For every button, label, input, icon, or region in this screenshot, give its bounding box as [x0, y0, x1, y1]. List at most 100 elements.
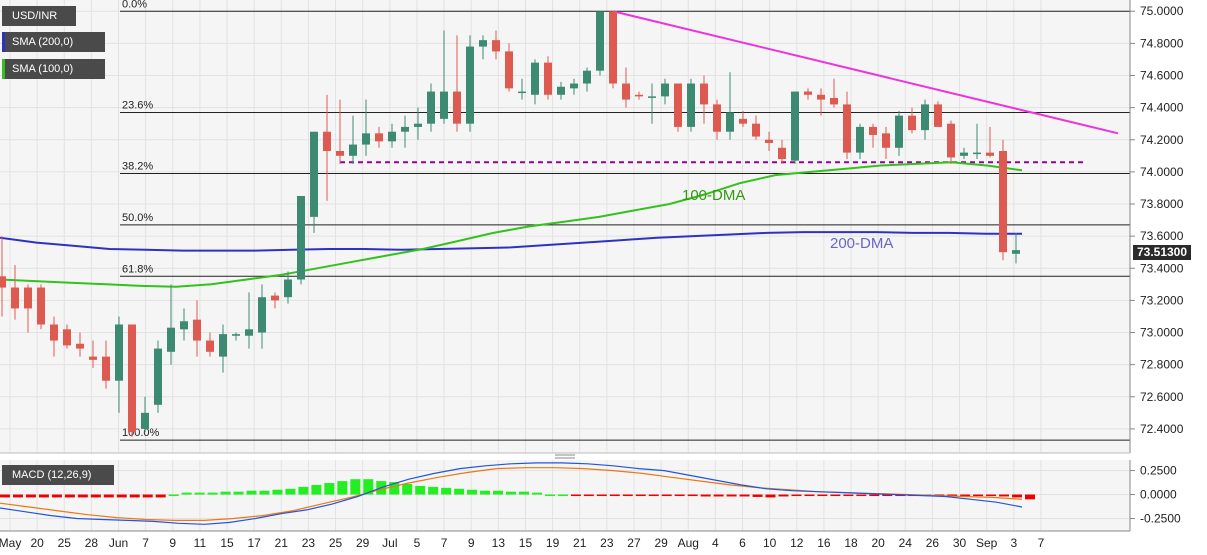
- candle-body: [544, 62, 552, 95]
- candle-body: [687, 83, 695, 127]
- fib-label: 0.0%: [122, 0, 147, 10]
- y-tick-label: 74.6000: [1140, 69, 1184, 83]
- candle-body: [453, 91, 461, 124]
- fib-label: 50.0%: [122, 212, 153, 224]
- macd-histogram-bar: [207, 492, 218, 495]
- legend-sma100: SMA (100,0): [2, 59, 105, 79]
- candle-body: [609, 11, 617, 84]
- candle-body: [258, 297, 266, 333]
- candle-body: [596, 11, 604, 71]
- macd-histogram-bar: [363, 479, 374, 495]
- legend-sma200-swatch: [2, 32, 5, 52]
- candle-body: [349, 144, 357, 156]
- candle-body: [375, 133, 383, 142]
- x-tick-label: May: [0, 536, 21, 550]
- macd-histogram-bar: [467, 489, 478, 495]
- legend-sma100-label: SMA (100,0): [12, 63, 74, 75]
- macd-histogram-bar: [311, 484, 322, 495]
- fib-label: 38.2%: [122, 160, 153, 172]
- macd-histogram-bar: [674, 494, 685, 497]
- candle-body: [63, 329, 71, 346]
- annotation-100-dma: 100-DMA: [682, 187, 745, 204]
- macd-histogram-bar: [869, 494, 880, 497]
- legend-sma200-label: SMA (200,0): [12, 36, 74, 48]
- candle-body: [830, 97, 838, 105]
- candle-body: [1012, 250, 1020, 254]
- x-tick-label: 18: [844, 536, 858, 550]
- x-tick-label: 20: [30, 536, 44, 550]
- x-tick-label: 26: [926, 536, 940, 550]
- candle-body: [570, 83, 578, 89]
- macd-y-tick-label: -0.2500: [1140, 512, 1181, 526]
- candle-body: [908, 115, 916, 131]
- candle-body: [986, 152, 994, 156]
- x-tick-label: 25: [329, 536, 343, 550]
- candle-body: [89, 356, 97, 360]
- x-tick-label: 20: [871, 536, 885, 550]
- y-tick-label: 74.0000: [1140, 165, 1184, 179]
- fib-label: 100.0%: [122, 427, 160, 439]
- macd-histogram-bar: [986, 494, 997, 497]
- macd-histogram-bar: [518, 491, 529, 495]
- last-price-tag: 73.51300: [1133, 245, 1191, 260]
- candle-body: [167, 327, 175, 352]
- macd-histogram-bar: [635, 494, 646, 497]
- x-tick-label: 9: [169, 536, 176, 550]
- x-tick-label: 23: [600, 536, 614, 550]
- macd-histogram-bar: [324, 483, 335, 495]
- macd-histogram-bar: [103, 494, 114, 498]
- macd-histogram-bar: [0, 494, 10, 498]
- fib-label: 61.8%: [122, 263, 153, 275]
- candle-body: [583, 70, 591, 84]
- candle-body: [713, 104, 721, 132]
- candle-body: [479, 40, 487, 47]
- macd-histogram-bar: [259, 490, 270, 495]
- candle-body: [440, 91, 448, 119]
- annotation-200-dma: 200-DMA: [830, 235, 893, 252]
- macd-histogram-bar: [454, 488, 465, 495]
- candle-body: [739, 118, 747, 124]
- macd-histogram-bar: [142, 494, 153, 498]
- x-tick-label: 12: [790, 536, 804, 550]
- candle-body: [752, 123, 760, 137]
- macd-histogram-bar: [233, 491, 244, 495]
- macd-histogram-bar: [64, 494, 75, 498]
- macd-histogram-bar: [622, 494, 633, 497]
- macd-histogram-bar: [441, 487, 452, 495]
- legend-sma100-swatch: [2, 59, 5, 79]
- y-tick-label: 75.0000: [1140, 4, 1184, 18]
- candle-body: [856, 126, 864, 153]
- x-tick-label: 11: [194, 536, 207, 550]
- x-tick-label: 13: [492, 536, 506, 550]
- x-tick-label: 4: [712, 536, 719, 550]
- candle-body: [154, 348, 162, 405]
- candle-body: [661, 83, 669, 97]
- macd-histogram-bar: [765, 494, 776, 498]
- candle-body: [427, 91, 435, 124]
- candle-body: [414, 123, 422, 127]
- candle-body: [115, 324, 123, 381]
- candle-body: [648, 96, 656, 98]
- sma100-line: [0, 161, 1023, 288]
- x-tick-label: 27: [627, 536, 641, 550]
- macd-histogram-bar: [713, 494, 724, 497]
- candle-body: [518, 91, 526, 94]
- y-tick-label: 73.0000: [1140, 326, 1184, 340]
- candle-body: [388, 131, 396, 142]
- x-tick-label: 23: [302, 536, 316, 550]
- macd-line: [0, 462, 1023, 525]
- candle-body: [466, 46, 474, 124]
- macd-histogram-bar: [181, 492, 192, 495]
- macd-histogram-bar: [480, 490, 491, 495]
- macd-histogram-bar: [415, 485, 426, 495]
- legend-macd: MACD (12,26,9): [2, 465, 114, 485]
- candle-body: [310, 131, 318, 217]
- legend-macd-label: MACD (12,26,9): [12, 469, 92, 481]
- candles: [0, 11, 1020, 437]
- candle-body: [921, 104, 929, 131]
- x-tick-label: Jun: [109, 536, 128, 550]
- candle-body: [869, 126, 877, 135]
- macd-histogram-bar: [25, 494, 36, 498]
- x-tick-label: Aug: [678, 536, 699, 550]
- macd-histogram-bar: [350, 479, 361, 495]
